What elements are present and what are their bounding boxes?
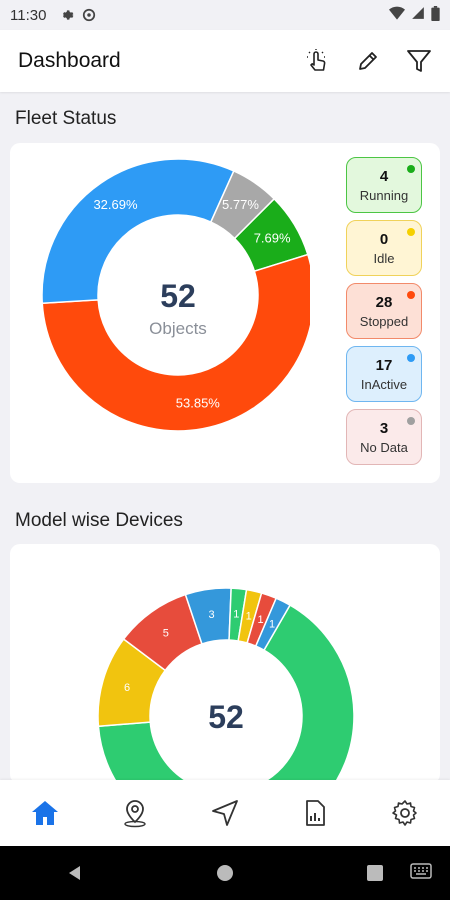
status-time: 11:30 [10,6,47,24]
legend-stopped-dot [407,291,415,299]
fleet-slice-2[interactable] [41,253,310,432]
wifi-icon [389,6,405,24]
fleet-slice-label-4: 5.77% [222,197,259,212]
legend-running-dot [407,165,415,173]
back-icon[interactable] [66,864,84,882]
recents-icon[interactable] [366,864,384,882]
app-bar-actions [304,48,432,74]
home-circle-icon[interactable] [216,864,234,882]
cast-icon [82,8,96,22]
status-bar: 11:30 [0,0,450,30]
fleet-legend: 4 Running 0 Idle 28 Stopped 17 InActive … [346,157,422,472]
home-icon[interactable] [30,798,60,828]
fleet-slice-4[interactable] [209,169,276,240]
legend-inactive[interactable]: 17 InActive [346,346,422,402]
bottom-nav [0,780,450,846]
model-slice-label-6: 1 [258,614,264,626]
model-slice-label-7: 1 [269,619,275,631]
legend-running[interactable]: 4 Running [346,157,422,213]
legend-idle[interactable]: 0 Idle [346,220,422,276]
gear-icon [60,8,74,22]
legend-idle-count: 0 [379,230,389,248]
page-title: Dashboard [18,49,121,72]
legend-stopped-label: Stopped [359,313,409,329]
touch-gesture-icon[interactable] [304,48,330,74]
fleet-slice-label-0: 7.69% [254,231,291,246]
model-total-value: 52 [208,699,244,735]
legend-inactive-count: 17 [375,356,393,374]
report-icon[interactable] [300,798,330,828]
navigation-arrow-icon[interactable] [210,798,240,828]
legend-inactive-dot [407,354,415,362]
settings-icon[interactable] [390,798,420,828]
fleet-slice-label-3: 32.69% [93,197,138,212]
fleet-status-donut: 7.69% 53.85% 32.69% 5.77% 52 Objects [41,158,310,432]
cell-signal-icon [411,6,425,24]
legend-stopped[interactable]: 28 Stopped [346,283,422,339]
legend-no-data-count: 3 [379,419,389,437]
legend-idle-dot [407,228,415,236]
fleet-total-value: 52 [160,278,196,314]
app-bar: Dashboard [0,30,450,92]
legend-no-data-dot [407,417,415,425]
fleet-slice-3[interactable] [41,158,235,305]
fleet-status-card: 7.69% 53.85% 32.69% 5.77% 52 Objects 4 Runn… [10,143,440,483]
model-devices-title: Model wise Devices [15,510,183,531]
model-devices-donut: 653 1 1 1 1 52 [97,587,355,784]
legend-stopped-count: 28 [375,293,393,311]
legend-no-data[interactable]: 3 No Data [346,409,422,465]
fleet-total-label: Objects [149,319,207,338]
filter-icon[interactable] [406,48,432,74]
model-slice-label-4: 1 [233,608,239,620]
legend-running-label: Running [359,187,409,203]
battery-icon [431,5,440,25]
fleet-status-title: Fleet Status [15,108,117,129]
model-slice-label-1: 6 [124,682,130,694]
system-nav-bar [0,846,450,900]
legend-inactive-label: InActive [360,376,408,392]
legend-idle-label: Idle [373,250,395,266]
edit-pencil-icon[interactable] [356,49,380,73]
model-slice-label-2: 5 [163,627,169,639]
location-pin-icon[interactable] [120,798,150,828]
legend-running-count: 4 [379,167,389,185]
legend-no-data-label: No Data [360,439,408,455]
model-slice-7[interactable] [254,597,292,652]
model-slice-0[interactable] [97,604,355,784]
model-slice-label-3: 3 [208,609,214,621]
fleet-slice-label-2: 53.85% [176,396,221,411]
model-slice-label-5: 1 [246,610,252,622]
keyboard-icon[interactable] [410,862,432,885]
